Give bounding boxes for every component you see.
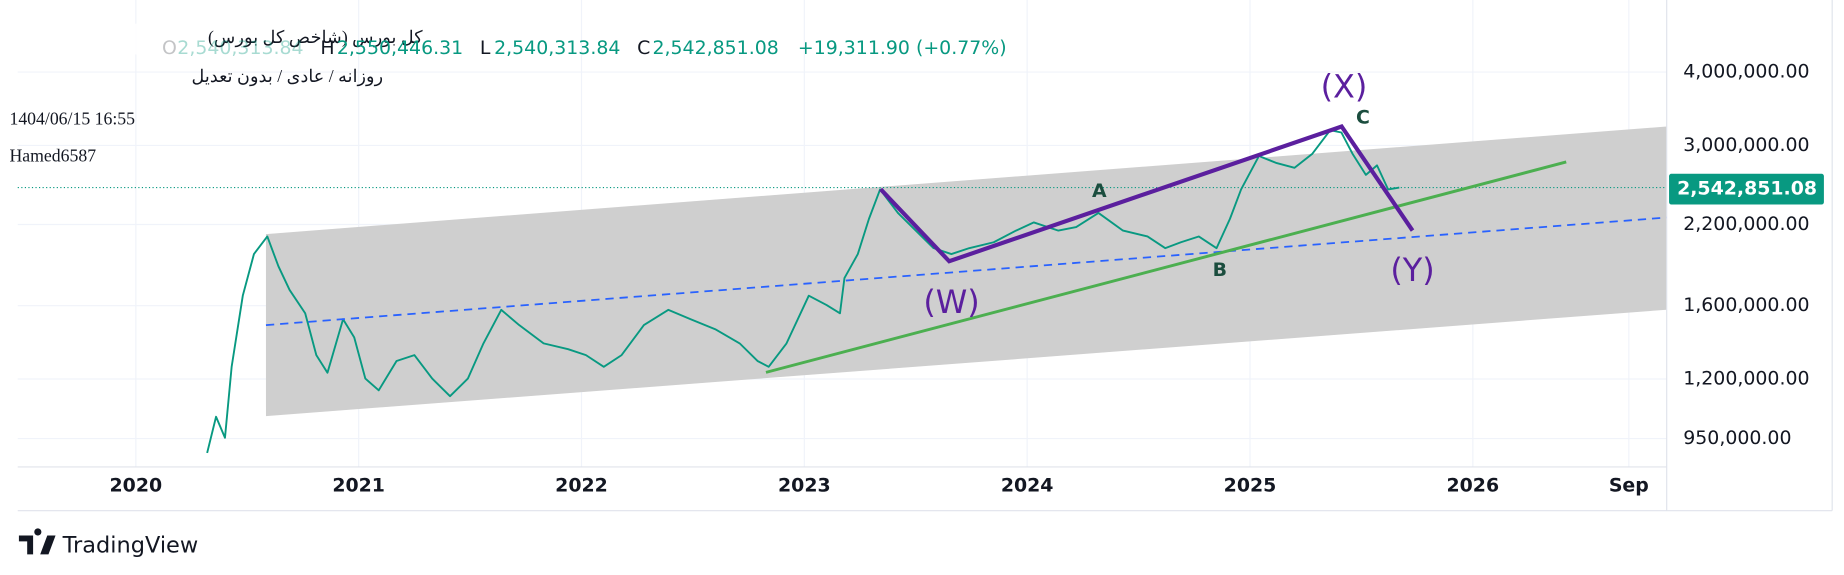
ohlc-key: O	[162, 37, 177, 59]
x-tick-label: 2024	[1001, 474, 1054, 496]
x-tick-label: 2025	[1224, 474, 1277, 496]
wave-label: (Y)	[1390, 251, 1434, 289]
y-tick-label: 950,000.00	[1683, 427, 1791, 449]
y-tick-label: 1,600,000.00	[1683, 294, 1809, 316]
x-tick-label: 2026	[1447, 474, 1500, 496]
price-line	[206, 129, 1400, 454]
ohlc-key: H	[320, 37, 334, 59]
x-tick-label: 2021	[332, 474, 385, 496]
price-change: +19,311.90 (+0.77%)	[798, 37, 1007, 59]
brand-name: TradingView	[62, 533, 199, 559]
ohlc-value: 2,542,851.08	[652, 37, 778, 59]
x-tick-label: Sep	[1609, 474, 1649, 496]
wave-label: (W)	[923, 283, 979, 321]
y-tick-label: 1,200,000.00	[1683, 368, 1809, 390]
ohlc-key: L	[480, 37, 491, 59]
trend-line-dashed	[265, 216, 1667, 326]
timestamp: 1404/06/15 16:55	[9, 109, 135, 129]
symbol-title: کل بورس (شاخص کل بورس)	[208, 27, 423, 48]
brand-logo: TradingView	[18, 528, 199, 559]
x-tick-label: 2023	[778, 474, 831, 496]
header-bg	[4, 23, 209, 55]
x-tick-label: 2022	[555, 474, 608, 496]
last-price-label: 2,542,851.08	[1677, 178, 1817, 200]
y-tick-label: 4,000,000.00	[1683, 61, 1809, 83]
chart-settings: روزانه / عادی / بدون تعدیل	[191, 66, 383, 87]
wave-label: (X)	[1321, 68, 1368, 106]
wave-label: A	[1092, 180, 1107, 202]
x-tick-label: 2020	[110, 474, 163, 496]
wave-label: C	[1356, 107, 1370, 129]
ohlc-value: 2,540,313.84	[494, 37, 620, 59]
ohlc-value: 2,540,313.84	[177, 37, 303, 59]
wave-lines	[879, 124, 1415, 264]
y-tick-label: 2,200,000.00	[1683, 213, 1809, 235]
y-tick-label: 3,000,000.00	[1683, 134, 1809, 156]
plot	[17, 129, 1667, 454]
author: Hamed6587	[9, 145, 96, 165]
ohlc-value: 2,550,446.31	[337, 37, 463, 59]
last-price-badge	[1669, 173, 1824, 205]
logo-icon	[18, 528, 56, 555]
trend-line-green	[765, 160, 1567, 374]
wave-label: B	[1213, 259, 1227, 281]
ohlc-key: C	[637, 37, 650, 59]
